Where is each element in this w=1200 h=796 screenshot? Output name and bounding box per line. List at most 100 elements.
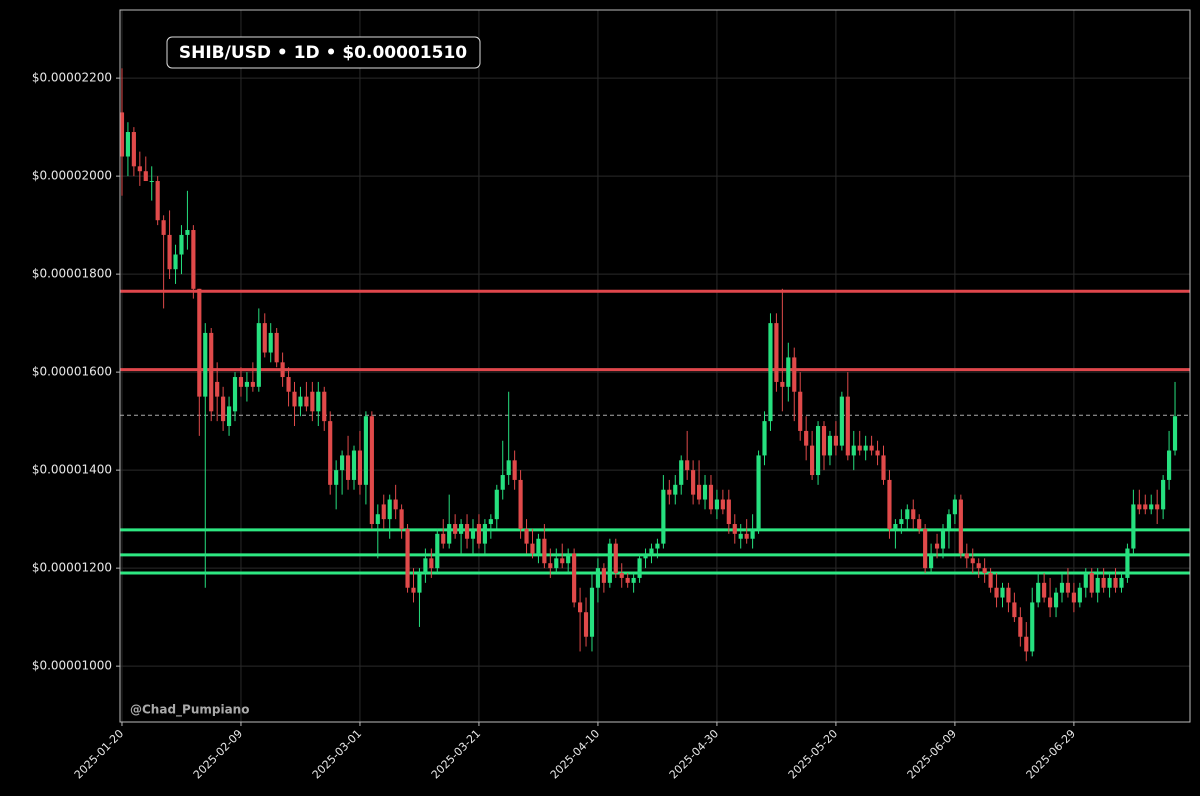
candle-body <box>298 396 303 407</box>
candle-body <box>429 558 434 569</box>
candle-body <box>226 406 232 427</box>
candle-body <box>1006 587 1011 603</box>
candle-body <box>964 553 969 559</box>
candle-body <box>441 533 446 544</box>
candle-body <box>911 509 916 520</box>
candle-body <box>732 524 737 534</box>
candle-body <box>322 391 327 422</box>
candle-body <box>345 455 351 480</box>
candle-body <box>637 558 642 578</box>
candle-body <box>476 524 482 544</box>
candle-body <box>768 323 773 422</box>
candle-body <box>357 450 363 485</box>
candle-body <box>542 538 547 564</box>
candle-body <box>1125 548 1130 578</box>
candle-body <box>881 455 886 480</box>
candle-body <box>1155 504 1160 510</box>
candle-body <box>221 396 226 422</box>
candle-body <box>1012 602 1017 618</box>
candle-body <box>572 553 577 603</box>
candle-body <box>387 499 392 520</box>
candle-body <box>786 357 791 387</box>
candle-body <box>655 543 660 549</box>
candle-body <box>548 563 553 569</box>
candle-body <box>405 528 410 588</box>
candle-body <box>453 524 458 534</box>
candle-body <box>536 538 541 554</box>
candles <box>119 68 1178 662</box>
candle-body <box>1137 504 1142 510</box>
candle-body <box>917 519 922 529</box>
candle-body <box>1149 504 1154 510</box>
candle-body <box>893 524 898 529</box>
chart-title: SHIB/USD • 1D • $0.00001510 <box>179 43 467 63</box>
candle-body <box>643 553 648 559</box>
candle-body <box>232 377 238 412</box>
candle-body <box>256 323 261 387</box>
candle-body <box>685 460 690 471</box>
candle-body <box>167 234 172 270</box>
candle-body <box>899 519 904 525</box>
candle-body <box>292 391 297 407</box>
candle-body <box>577 602 583 613</box>
candle-body <box>1143 504 1148 510</box>
candle-body <box>197 288 202 397</box>
candle-body <box>696 484 702 500</box>
candle-body <box>679 460 684 485</box>
candle-body <box>589 587 595 637</box>
candle-body <box>375 514 380 525</box>
candle-body <box>601 568 606 583</box>
candle-body <box>691 470 696 495</box>
candle-body <box>804 430 809 446</box>
candle-body <box>381 504 386 520</box>
candle-body <box>1095 577 1100 593</box>
candle-body <box>459 524 464 534</box>
candle-body <box>411 587 416 593</box>
candle-body <box>482 524 487 544</box>
candle-body <box>923 528 928 569</box>
candle-body <box>1113 577 1118 588</box>
candle-body <box>940 528 946 549</box>
candle-body <box>203 332 208 397</box>
candle-body <box>518 479 523 529</box>
candle-body <box>316 391 321 412</box>
candle-body <box>423 558 428 574</box>
candle-body <box>1071 592 1076 603</box>
candle-body <box>250 381 255 387</box>
levels <box>120 289 1190 575</box>
candle-body <box>905 509 910 520</box>
candle-body <box>1119 577 1124 588</box>
candle-body <box>155 181 160 221</box>
candle-body <box>393 499 398 510</box>
candle-body <box>131 132 136 167</box>
candle-body <box>524 528 529 544</box>
candle-body <box>607 543 612 583</box>
candle-body <box>756 455 761 529</box>
candle-body <box>1036 582 1041 603</box>
candle-body <box>500 475 505 490</box>
candle-body <box>631 577 636 583</box>
candle-body <box>512 460 517 480</box>
y-tick-label: $0.00001000 <box>32 659 112 673</box>
candle-body <box>815 426 821 476</box>
candle-body <box>351 450 357 480</box>
candle-body <box>143 171 148 182</box>
candle-body <box>667 489 672 495</box>
candle-body <box>161 220 166 235</box>
candle-body <box>286 377 291 392</box>
candle-body <box>185 230 190 235</box>
candle-body <box>952 499 957 515</box>
candle-body <box>191 230 196 289</box>
candle-body <box>762 421 767 456</box>
candle-body <box>1077 587 1082 603</box>
y-tick-label: $0.00001200 <box>32 561 112 575</box>
candle-body <box>726 499 731 525</box>
candle-body <box>661 489 666 544</box>
candle-body <box>720 499 725 510</box>
candle-body <box>625 577 630 583</box>
candle-body <box>934 543 940 549</box>
candle-body <box>988 573 993 588</box>
candle-body <box>1048 597 1053 608</box>
watermark: @Chad_Pumpiano <box>130 703 249 718</box>
